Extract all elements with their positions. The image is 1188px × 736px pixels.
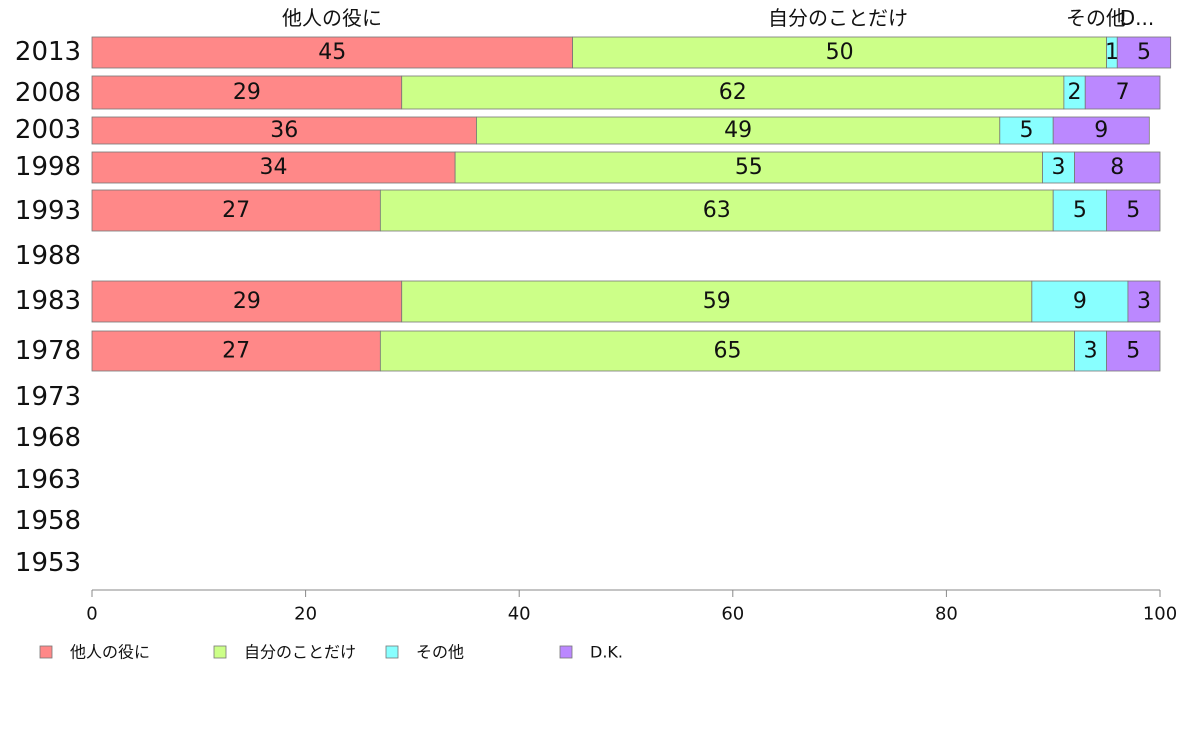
year-label: 1993 <box>15 196 81 226</box>
year-label: 1953 <box>15 548 81 578</box>
top-category-label: 自分のことだけ <box>768 6 908 30</box>
bar-value-label: 3 <box>1137 289 1151 314</box>
x-tick-label: 80 <box>935 604 958 625</box>
year-label: 1983 <box>15 286 81 316</box>
x-tick-label: 0 <box>86 604 97 625</box>
year-label: 1968 <box>15 423 81 453</box>
year-label: 2013 <box>15 37 81 67</box>
year-label: 1978 <box>15 336 81 366</box>
bar-segment <box>476 116 1001 145</box>
bar-value-label: 55 <box>735 155 763 180</box>
bar-value-label: 50 <box>826 40 854 65</box>
bar-segment <box>1106 189 1161 232</box>
legend-label: その他 <box>416 643 464 662</box>
bar-value-label: 27 <box>222 339 250 364</box>
x-axis: 0 20 40 60 80 100 <box>86 589 1177 625</box>
bar-value-label: 34 <box>260 155 288 180</box>
bar-segment <box>379 330 1075 372</box>
legend-label: 自分のことだけ <box>244 643 356 662</box>
bar-segment <box>1074 330 1108 372</box>
year-label: 1963 <box>15 465 81 495</box>
bar-segment <box>1052 116 1150 145</box>
bar-value-label: 5 <box>1073 198 1087 223</box>
bar-segment <box>91 330 381 372</box>
year-label: 2008 <box>15 78 81 108</box>
bar-value-label: 27 <box>222 198 250 223</box>
bar-segment <box>1074 151 1161 184</box>
bar-value-label: 5 <box>1020 118 1034 143</box>
bar-segment <box>401 75 1065 110</box>
bar-value-label: 62 <box>719 80 747 105</box>
bar-value-label: 5 <box>1137 40 1151 65</box>
bar-segment <box>1052 189 1107 232</box>
top-category-label: D... <box>1120 6 1154 30</box>
bar-value-label: 3 <box>1052 155 1066 180</box>
bar-value-label: 36 <box>270 118 298 143</box>
bar-value-label: 3 <box>1084 339 1098 364</box>
bar-segment <box>91 151 456 184</box>
x-tick-label: 20 <box>294 604 317 625</box>
bar-segment <box>999 116 1054 145</box>
bar-value-label: 5 <box>1126 339 1140 364</box>
bar-segment <box>91 189 381 232</box>
bar-value-label: 49 <box>724 118 752 143</box>
bar-segment <box>1127 280 1161 323</box>
bar-value-label: 5 <box>1126 198 1140 223</box>
year-label: 1998 <box>15 152 81 182</box>
legend-swatch <box>559 645 573 659</box>
legend-swatch <box>39 645 53 659</box>
bar-segment <box>454 151 1043 184</box>
bar-value-label: 45 <box>318 40 346 65</box>
year-label: 1958 <box>15 506 81 536</box>
bar-segment <box>91 280 403 323</box>
bar-value-label: 65 <box>713 339 741 364</box>
bar-value-label: 59 <box>703 289 731 314</box>
legend: 他人の役に 自分のことだけ その他 D.K. <box>39 643 623 662</box>
top-category-labels: 他人の役に 自分のことだけ その他D... <box>282 6 1154 30</box>
x-tick-label: 60 <box>721 604 744 625</box>
bar-segment <box>1084 75 1161 110</box>
x-tick-label: 40 <box>508 604 531 625</box>
bar-segment <box>1116 36 1172 69</box>
legend-label: D.K. <box>590 643 623 662</box>
bar-value-label: 29 <box>233 80 261 105</box>
legend-swatch <box>213 645 227 659</box>
bar-value-label: 29 <box>233 289 261 314</box>
bars: 45 50 1 529 62 2 736 49 5 934 55 3 827 63 5 529 59 9 327 65… <box>91 36 1172 372</box>
bar-value-label: 9 <box>1073 289 1087 314</box>
year-axis-labels: 2013 2008 2003 1998 1993 1988 1983 1978 1973 1968… <box>15 37 81 578</box>
bar-value-label: 9 <box>1094 118 1108 143</box>
x-tick-label: 100 <box>1143 604 1177 625</box>
legend-swatch <box>385 645 399 659</box>
bar-value-label: 63 <box>703 198 731 223</box>
bar-value-label: 8 <box>1110 155 1124 180</box>
bar-segment <box>379 189 1054 232</box>
bar-value-label: 2 <box>1068 80 1082 105</box>
bar-segment <box>91 36 574 69</box>
legend-label: 他人の役に <box>70 643 150 662</box>
top-category-label: その他 <box>1066 6 1126 30</box>
bar-value-label: 7 <box>1116 80 1130 105</box>
bar-segment <box>572 36 1107 69</box>
year-label: 1973 <box>15 382 81 412</box>
bar-segment <box>91 116 477 145</box>
top-category-label: 他人の役に <box>282 6 382 30</box>
bar-segment <box>1106 330 1161 372</box>
bar-value-label: 1 <box>1105 40 1119 65</box>
bar-segment <box>401 280 1033 323</box>
year-label: 1988 <box>15 241 81 271</box>
year-label: 2003 <box>15 115 81 145</box>
